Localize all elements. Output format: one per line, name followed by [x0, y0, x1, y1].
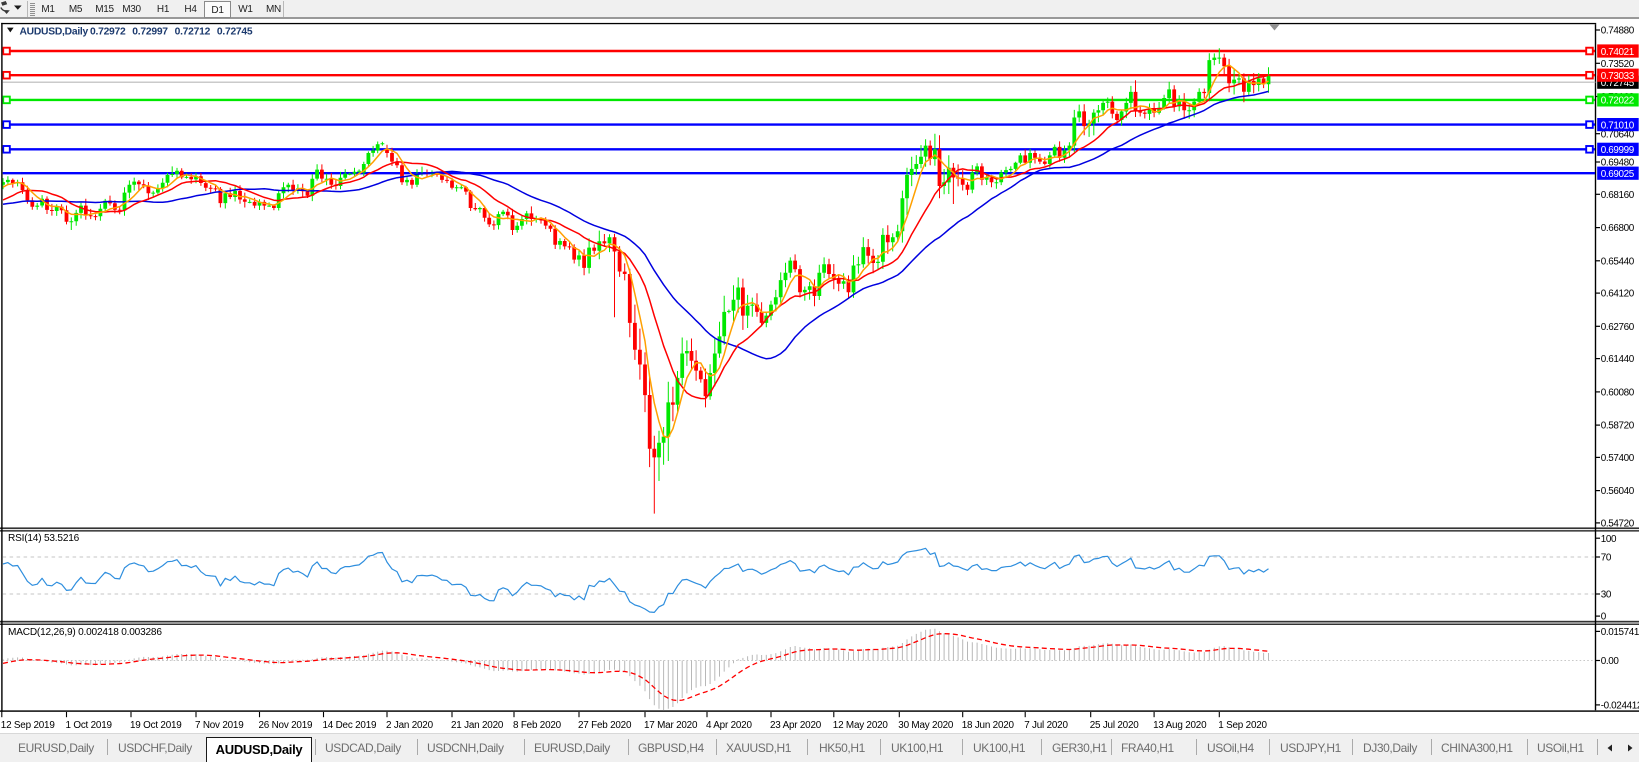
- svg-text:18 Jun 2020: 18 Jun 2020: [962, 720, 1015, 731]
- svg-text:0.64120: 0.64120: [1601, 289, 1635, 300]
- svg-text:0.54720: 0.54720: [1601, 519, 1635, 530]
- svg-text:0.56040: 0.56040: [1601, 486, 1635, 497]
- svg-text:12 May 2020: 12 May 2020: [833, 720, 889, 731]
- svg-text:0.69025: 0.69025: [1601, 169, 1635, 180]
- svg-text:0.72712: 0.72712: [175, 26, 211, 37]
- svg-text:0.62760: 0.62760: [1601, 322, 1635, 333]
- svg-text:0.71010: 0.71010: [1601, 120, 1635, 131]
- svg-text:AUDUSD,Daily: AUDUSD,Daily: [20, 26, 89, 37]
- svg-text:0.58720: 0.58720: [1601, 421, 1635, 432]
- svg-text:0.73033: 0.73033: [1601, 71, 1635, 82]
- svg-text:17 Mar 2020: 17 Mar 2020: [644, 720, 698, 731]
- svg-text:100: 100: [1601, 534, 1617, 545]
- svg-text:0.70640: 0.70640: [1601, 129, 1635, 140]
- svg-text:30 May 2020: 30 May 2020: [898, 720, 954, 731]
- svg-text:0.72745: 0.72745: [217, 26, 253, 37]
- svg-text:23 Apr 2020: 23 Apr 2020: [770, 720, 822, 731]
- svg-text:MACD(12,26,9) 0.002418 0.00328: MACD(12,26,9) 0.002418 0.003286: [8, 627, 162, 638]
- svg-text:12 Sep 2019: 12 Sep 2019: [1, 720, 56, 731]
- svg-text:0.61440: 0.61440: [1601, 354, 1635, 365]
- svg-text:70: 70: [1601, 553, 1612, 564]
- svg-text:19 Oct 2019: 19 Oct 2019: [130, 720, 182, 731]
- svg-text:0.65440: 0.65440: [1601, 256, 1635, 267]
- svg-text:25 Jul 2020: 25 Jul 2020: [1090, 720, 1140, 731]
- svg-text:13 Aug 2020: 13 Aug 2020: [1153, 720, 1207, 731]
- svg-text:0.74021: 0.74021: [1601, 47, 1635, 58]
- svg-text:0.73520: 0.73520: [1601, 59, 1635, 70]
- svg-text:0.69480: 0.69480: [1601, 158, 1635, 169]
- svg-text:7 Jul 2020: 7 Jul 2020: [1024, 720, 1068, 731]
- svg-text:2 Jan 2020: 2 Jan 2020: [386, 720, 434, 731]
- svg-text:1 Oct 2019: 1 Oct 2019: [66, 720, 113, 731]
- svg-text:0.60080: 0.60080: [1601, 388, 1635, 399]
- svg-text:0.015741: 0.015741: [1601, 627, 1639, 638]
- svg-text:RSI(14) 53.5216: RSI(14) 53.5216: [8, 533, 80, 544]
- svg-text:27 Feb 2020: 27 Feb 2020: [578, 720, 632, 731]
- svg-text:-0.024412: -0.024412: [1601, 701, 1639, 712]
- svg-text:4 Apr 2020: 4 Apr 2020: [706, 720, 752, 731]
- svg-text:0.72745: 0.72745: [1601, 78, 1635, 89]
- svg-text:0.57400: 0.57400: [1601, 453, 1635, 464]
- svg-text:30: 30: [1601, 590, 1612, 601]
- svg-text:7 Nov 2019: 7 Nov 2019: [195, 720, 244, 731]
- svg-text:0.72997: 0.72997: [132, 26, 168, 37]
- svg-text:0: 0: [1601, 612, 1607, 623]
- svg-text:1 Sep 2020: 1 Sep 2020: [1218, 720, 1267, 731]
- svg-text:0.66800: 0.66800: [1601, 223, 1635, 234]
- svg-text:14 Dec 2019: 14 Dec 2019: [323, 720, 378, 731]
- svg-text:0.72022: 0.72022: [1601, 96, 1634, 107]
- svg-text:8 Feb 2020: 8 Feb 2020: [513, 720, 562, 731]
- svg-text:21 Jan 2020: 21 Jan 2020: [451, 720, 504, 731]
- svg-text:0.69999: 0.69999: [1601, 145, 1635, 156]
- svg-text:26 Nov 2019: 26 Nov 2019: [259, 720, 314, 731]
- svg-text:0.72972: 0.72972: [90, 26, 126, 37]
- svg-text:0.68160: 0.68160: [1601, 190, 1635, 201]
- svg-text:0.00: 0.00: [1601, 656, 1620, 667]
- svg-text:0.74880: 0.74880: [1601, 26, 1635, 37]
